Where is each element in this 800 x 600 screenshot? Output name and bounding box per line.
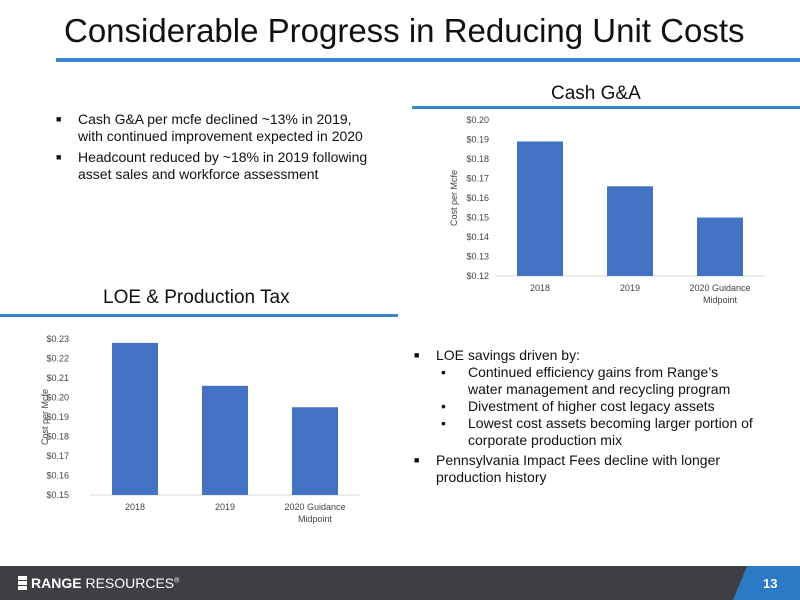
bullet-dot-icon: • [441,415,446,431]
x-tick-label: 2019 [620,283,640,293]
loe-tax-chart: $0.23 $0.22 $0.21 $0.20 $0.19 $0.18 $0.17 $0.16… [40,334,360,524]
bar [607,186,653,276]
y-tick-label: $0.23 [46,334,69,344]
bullet-square-icon: ■ [56,152,62,162]
bar [202,385,248,495]
y-tick-label: $0.17 [46,451,69,461]
y-tick-label: $0.16 [46,471,69,481]
bullet-square-icon: ■ [414,350,420,360]
bullet-dot-icon: • [441,398,446,414]
x-tick-label: 2020 Guidance [689,283,750,293]
bullet-line: Continued efficiency gains from Range’s [468,364,719,380]
bullet-square-icon: ■ [414,455,420,465]
bar [292,407,338,495]
bullet-cash-ga: ■ Cash G&A per mcfe declined ~13% in 201… [52,111,412,145]
chart-title-cash-ga: Cash G&A [551,83,641,104]
top-bullet-list: ■ Cash G&A per mcfe declined ~13% in 201… [52,111,412,183]
bullet-dot-icon: • [441,364,446,380]
y-tick-label: $0.16 [466,193,489,203]
bullet-impact-fees: ■ Pennsylvania Impact Fees decline with … [410,452,795,486]
y-tick-label: $0.12 [466,271,489,281]
bullet-line: Divestment of higher cost legacy assets [468,398,715,414]
x-tick-label: 2020 Guidance [284,502,345,512]
bullet-line: Pennsylvania Impact Fees decline with lo… [436,452,721,468]
bullet-line: water management and recycling program [468,381,731,397]
y-tick-label: $0.18 [466,154,489,164]
bullet-headcount: ■ Headcount reduced by ~18% in 2019 foll… [52,149,412,183]
slide-title: Considerable Progress in Reducing Unit C… [64,12,745,49]
y-tick-label: $0.21 [46,373,69,383]
chart-rule-loe-tax [0,314,398,317]
range-logo-icon [18,576,27,590]
y-axis-label: Cost per Mcfe [40,389,50,445]
y-axis-label: Cost per Mcfe [449,170,459,226]
bullet-line: with continued improvement expected in 2… [78,128,363,144]
title-underline [56,58,800,62]
y-tick-label: $0.20 [466,115,489,125]
range-resources-logo: RANGE RESOURCES® [18,575,179,591]
y-tick-label: $0.15 [46,490,69,500]
y-tick-label: $0.20 [46,393,69,403]
bar [112,342,158,495]
bullet-line: Headcount reduced by ~18% in 2019 follow… [78,149,368,165]
bullet-line: production history [436,469,547,485]
bottom-bullet-list: ■ LOE savings driven by: • Continued eff… [410,347,795,486]
x-tick-label: Midpoint [298,514,333,524]
logo-word-range: RANGE [31,575,82,591]
x-tick-label: 2018 [530,283,550,293]
y-tick-label: $0.14 [466,232,489,242]
bar [517,141,563,276]
y-tick-label: $0.19 [46,412,69,422]
y-tick-label: $0.18 [46,432,69,442]
x-tick-label: Midpoint [703,295,738,305]
logo-registered: ® [174,577,180,585]
y-tick-label: $0.17 [466,174,489,184]
sub-bullet-lowest-cost: • Lowest cost assets becoming larger por… [410,415,795,449]
bullet-line: LOE savings driven by: [436,347,580,363]
y-tick-label: $0.22 [46,354,69,364]
bullet-loe-savings: ■ LOE savings driven by: [410,347,795,364]
bullet-line: Cash G&A per mcfe declined ~13% in 2019, [78,111,352,127]
sub-bullet-divestment: • Divestment of higher cost legacy asset… [410,398,795,415]
x-tick-label: 2018 [125,502,145,512]
page-number: 13 [763,576,778,591]
bullet-line: corporate production mix [468,432,623,448]
bullet-square-icon: ■ [56,114,62,124]
y-tick-label: $0.19 [466,135,489,145]
chart-title-loe-tax: LOE & Production Tax [103,287,290,308]
sub-bullet-efficiency: • Continued efficiency gains from Range’… [410,364,795,398]
x-tick-label: 2019 [215,502,235,512]
cash-ga-chart: $0.20 $0.19 $0.18 $0.17 $0.16 $0.15 $0.14 $0.13… [449,115,765,305]
y-tick-label: $0.13 [466,252,489,262]
bar [697,217,743,276]
footer-bar: RANGE RESOURCES® [0,566,800,600]
y-tick-label: $0.15 [466,213,489,223]
chart-rule-cash-ga [412,106,800,109]
logo-word-resources: RESOURCES [81,575,175,591]
bullet-line: Lowest cost assets becoming larger porti… [468,415,753,431]
bullet-line: asset sales and workforce assessment [78,166,319,182]
